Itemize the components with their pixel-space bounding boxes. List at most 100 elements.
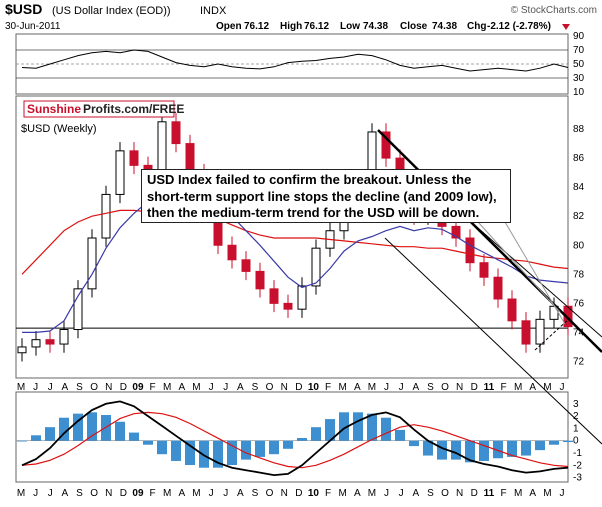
x-tick-label-price: O [90,382,98,393]
x-tick-label-price: A [179,382,186,393]
x-tick-label-macd: A [529,488,536,499]
x-tick-label-price: J [560,382,565,393]
price-tick-label: 76 [573,298,585,309]
macd-histogram-bar [241,440,251,460]
macd-tick-label: 1 [573,423,579,434]
macd-histogram-bar [157,440,167,455]
candle-body [59,329,69,345]
macd-histogram-bar [353,412,363,441]
x-tick-label-macd: D [471,488,478,499]
chg-value: -2.12 (-2.78%) [487,21,551,32]
x-tick-label-price: S [427,382,434,393]
logo-box [23,100,175,118]
price-tick-label: 78 [573,269,585,280]
candle-body [297,285,307,310]
resistance-trend-line [377,129,602,353]
rsi-tick-label: 50 [573,59,585,70]
callout-pointer [477,221,561,313]
x-tick-label-macd: 09 [132,488,144,499]
x-tick-label-price: O [266,382,274,393]
x-tick-label-price: S [252,382,259,393]
low-value: 74.38 [363,21,388,32]
macd-histogram-bar [423,440,433,456]
candle-body [283,302,293,310]
macd-tick-label: -2 [573,460,582,471]
x-tick-label-macd: M [163,488,171,499]
x-tick-label-macd: J [48,488,53,499]
candle-body [171,121,181,145]
x-tick-label-macd: A [412,488,419,499]
x-tick-label-price: F [325,382,331,393]
open-value: 76.12 [244,21,269,32]
macd-histogram-bar [31,435,41,441]
candle-body [87,237,97,290]
macd-histogram-bar [185,440,195,466]
macd-histogram-bar [521,440,531,456]
x-tick-label-macd: A [179,488,186,499]
macd-tick-label: 3 [573,399,579,410]
x-tick-label-price: J [384,382,389,393]
macd-layer: 321 0-1-2 -3 [16,399,582,484]
x-tick-label-price: N [105,382,112,393]
x-tick-label-price: D [295,382,302,393]
x-tick-label-macd: D [120,488,127,499]
macd-histogram-bar [227,440,237,466]
ma-slow-line [21,209,569,275]
macd-histogram-bar [563,440,573,443]
x-tick-label-price: 11 [484,382,495,393]
macd-histogram-bar [143,440,153,445]
candle-body [507,298,517,322]
macd-histogram-bar [129,432,139,441]
short-term-support-line [534,317,571,351]
macd-histogram-bar [465,440,475,463]
x-tick-label-price: 10 [308,382,320,393]
rsi-tick-label: 10 [573,87,585,98]
candle-body [535,318,545,345]
price-tick-label: 72 [573,356,585,367]
macd-histogram-bar [269,440,279,455]
annotation-line: then the medium-term trend for the USD w… [147,205,480,220]
macd-tick-label: 2 [573,411,579,422]
x-tick-label-price: J [223,382,228,393]
x-tick-label-price: A [354,382,361,393]
date-label: 30-Jun-2011 [5,21,61,32]
macd-signal-line [21,411,569,469]
price-tick-label: 74 [573,327,585,338]
rsi-line [21,49,569,72]
x-tick-label-price: N [456,382,463,393]
x-tick-label-macd: O [90,488,98,499]
high-value: 76.12 [304,21,329,32]
macd-histogram-bar [199,440,209,468]
x-tick-label-price: D [471,382,478,393]
x-tick-label-price: A [412,382,419,393]
macd-tick-label: -1 [573,448,582,459]
candle-body [101,193,111,239]
macd-tick-label: 0 [573,436,579,447]
logo-brand: Sunshine [27,102,81,116]
x-tick-label-price: M [368,382,376,393]
candle-body [115,150,125,195]
x-tick-label-macd: A [62,488,69,499]
x-tick-label-price: F [500,382,506,393]
candle-body [31,339,41,348]
macd-histogram-bar [17,440,27,442]
macd-histogram-bar [171,440,181,461]
x-tick-label-macd: J [223,488,228,499]
exchange-label: INDX [200,5,227,17]
macd-histogram-bar [479,440,489,461]
chg-label: Chg [467,21,486,32]
macd-histogram-bar [549,440,559,445]
x-tick-label-macd: F [150,488,156,499]
x-tick-label-macd: J [209,488,214,499]
macd-histogram-bar [451,440,461,460]
x-tick-label-price: M [339,382,347,393]
x-tick-label-price: A [529,382,536,393]
x-tick-label-macd: J [33,488,38,499]
candle-body [521,320,531,345]
x-tick-label-macd: J [560,488,565,499]
macd-histogram-bar [87,412,97,441]
macd-tick-label: -3 [573,473,582,484]
price-tick-label: 80 [573,240,585,251]
macd-histogram-bar [311,427,321,441]
symbol-label: $USD [5,1,42,17]
